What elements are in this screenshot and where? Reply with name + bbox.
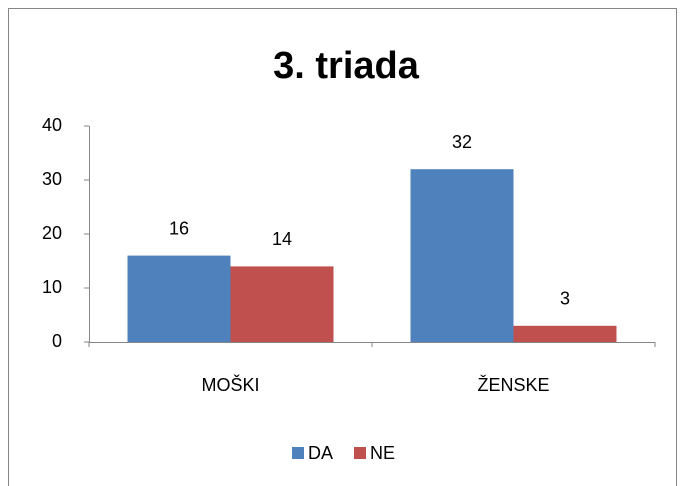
legend-label: NE <box>370 443 395 463</box>
legend-swatch <box>292 447 304 459</box>
y-tick-label: 30 <box>42 169 62 189</box>
y-tick-label: 10 <box>42 277 62 297</box>
legend-swatch <box>354 447 366 459</box>
bar <box>513 325 617 342</box>
bar <box>127 255 231 342</box>
data-label: 32 <box>452 132 472 152</box>
data-label: 14 <box>272 229 292 249</box>
data-label: 3 <box>560 289 570 309</box>
bar <box>230 266 334 342</box>
x-tick-label: ŽENSKE <box>477 375 549 395</box>
data-label: 16 <box>169 218 189 238</box>
y-tick-label: 40 <box>42 115 62 135</box>
chart-title: 3. triada <box>273 45 420 87</box>
x-tick-label: MOŠKI <box>201 374 259 395</box>
bar <box>410 169 514 342</box>
legend-label: DA <box>308 443 333 463</box>
chart-frame <box>8 8 677 486</box>
y-tick-label: 0 <box>52 331 62 351</box>
y-tick-label: 20 <box>42 223 62 243</box>
